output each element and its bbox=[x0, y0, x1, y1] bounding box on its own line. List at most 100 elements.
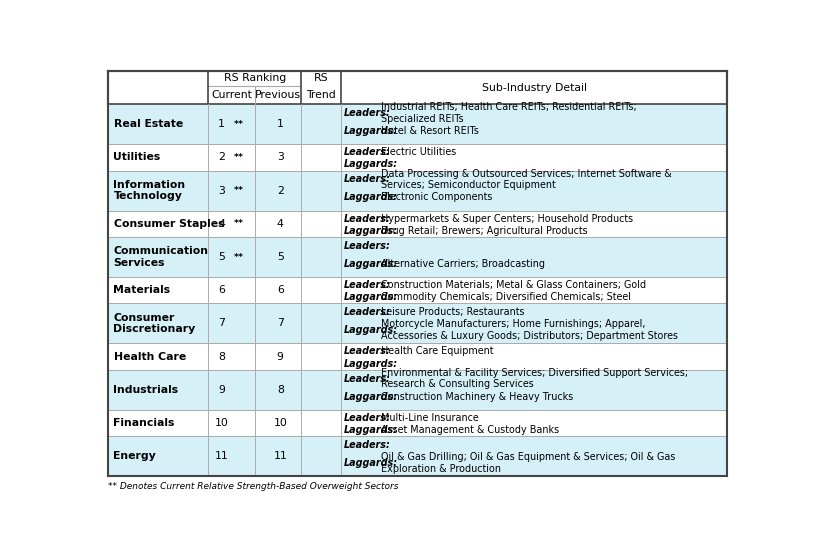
Bar bbox=[209, 410, 255, 437]
Text: Commodity Chemicals; Diversified Chemicals; Steel: Commodity Chemicals; Diversified Chemica… bbox=[381, 292, 632, 302]
Bar bbox=[255, 211, 302, 237]
Text: Hypermarkets & Super Centers; Household Products: Hypermarkets & Super Centers; Household … bbox=[381, 213, 633, 223]
Bar bbox=[209, 343, 255, 370]
Text: Construction Machinery & Heavy Trucks: Construction Machinery & Heavy Trucks bbox=[381, 392, 574, 402]
Text: 5: 5 bbox=[277, 252, 284, 262]
Text: 10: 10 bbox=[214, 418, 228, 428]
Bar bbox=[255, 71, 302, 104]
Bar bbox=[255, 171, 302, 211]
Bar bbox=[209, 370, 255, 410]
Text: Laggards:: Laggards: bbox=[343, 259, 398, 269]
Text: Drug Retail; Brewers; Agricultural Products: Drug Retail; Brewers; Agricultural Produ… bbox=[381, 225, 588, 235]
Text: Leisure Products; Restaurants: Leisure Products; Restaurants bbox=[381, 307, 525, 317]
Text: 8: 8 bbox=[218, 352, 225, 362]
Bar bbox=[341, 410, 727, 437]
Text: Consumer
Discretionary: Consumer Discretionary bbox=[113, 312, 196, 334]
Text: 6: 6 bbox=[277, 285, 284, 295]
Text: 3: 3 bbox=[218, 186, 225, 196]
Bar bbox=[209, 104, 255, 144]
Bar bbox=[209, 144, 255, 171]
Text: Information
Technology: Information Technology bbox=[113, 180, 186, 202]
Bar bbox=[302, 437, 341, 476]
Text: Laggards:: Laggards: bbox=[343, 425, 398, 435]
Text: Laggards:: Laggards: bbox=[343, 358, 398, 368]
Text: Leaders:: Leaders: bbox=[343, 346, 390, 356]
Bar bbox=[341, 211, 727, 237]
Bar bbox=[341, 277, 727, 304]
Text: Materials: Materials bbox=[113, 285, 170, 295]
Bar bbox=[108, 104, 209, 144]
Bar bbox=[209, 71, 255, 104]
Text: Laggards:: Laggards: bbox=[343, 160, 398, 170]
Bar bbox=[108, 71, 209, 104]
Text: Leaders:: Leaders: bbox=[343, 373, 390, 384]
Bar bbox=[341, 437, 727, 476]
Text: **: ** bbox=[234, 253, 244, 261]
Text: 5: 5 bbox=[218, 252, 225, 262]
Text: 2: 2 bbox=[277, 186, 284, 196]
Text: Laggards:: Laggards: bbox=[343, 325, 398, 335]
Bar bbox=[341, 171, 727, 211]
Bar bbox=[341, 71, 727, 104]
Text: RS Ranking: RS Ranking bbox=[223, 73, 286, 84]
Bar bbox=[302, 144, 341, 171]
Text: ** Denotes Current Relative Strength-Based Overweight Sectors: ** Denotes Current Relative Strength-Bas… bbox=[108, 483, 399, 491]
Bar bbox=[255, 237, 302, 277]
Text: Industrials: Industrials bbox=[113, 385, 178, 395]
Text: Previous: Previous bbox=[255, 90, 301, 100]
Text: 11: 11 bbox=[273, 451, 287, 461]
Text: Construction Materials; Metal & Glass Containers; Gold: Construction Materials; Metal & Glass Co… bbox=[381, 280, 646, 290]
Bar bbox=[209, 304, 255, 343]
Text: Leaders:: Leaders: bbox=[343, 108, 390, 118]
Text: Health Care: Health Care bbox=[113, 352, 186, 362]
Bar bbox=[255, 277, 302, 304]
Bar bbox=[108, 370, 209, 410]
Bar bbox=[302, 277, 341, 304]
Bar bbox=[302, 370, 341, 410]
Bar bbox=[341, 237, 727, 277]
Text: Laggards:: Laggards: bbox=[343, 126, 398, 136]
Text: Utilities: Utilities bbox=[113, 152, 161, 162]
Text: Motorcycle Manufacturers; Home Furnishings; Apparel,
Accessories & Luxury Goods;: Motorcycle Manufacturers; Home Furnishin… bbox=[381, 319, 678, 341]
Text: Oil & Gas Drilling; Oil & Gas Equipment & Services; Oil & Gas
Exploration & Prod: Oil & Gas Drilling; Oil & Gas Equipment … bbox=[381, 452, 676, 474]
Bar bbox=[255, 144, 302, 171]
Text: Real Estate: Real Estate bbox=[113, 119, 183, 129]
Text: 4: 4 bbox=[218, 219, 225, 229]
Text: **: ** bbox=[234, 219, 244, 228]
Bar bbox=[302, 343, 341, 370]
Bar bbox=[209, 171, 255, 211]
Text: Current: Current bbox=[211, 90, 252, 100]
Bar bbox=[108, 410, 209, 437]
Text: **: ** bbox=[234, 186, 244, 195]
Text: Financials: Financials bbox=[113, 418, 175, 428]
Text: Leaders:: Leaders: bbox=[343, 280, 390, 290]
Bar bbox=[108, 437, 209, 476]
Text: Health Care Equipment: Health Care Equipment bbox=[381, 346, 494, 356]
Text: Electronic Components: Electronic Components bbox=[381, 192, 493, 202]
Bar bbox=[255, 104, 302, 144]
Text: 3: 3 bbox=[277, 152, 284, 162]
Bar bbox=[255, 370, 302, 410]
Text: Leaders:: Leaders: bbox=[343, 440, 390, 450]
Text: Laggards:: Laggards: bbox=[343, 225, 398, 235]
Bar bbox=[209, 277, 255, 304]
Bar bbox=[302, 304, 341, 343]
Text: Laggards:: Laggards: bbox=[343, 192, 398, 202]
Text: Leaders:: Leaders: bbox=[343, 241, 390, 251]
Text: 9: 9 bbox=[218, 385, 225, 395]
Text: Laggards:: Laggards: bbox=[343, 458, 398, 468]
Bar bbox=[209, 437, 255, 476]
Bar bbox=[302, 71, 341, 104]
Text: Hotel & Resort REITs: Hotel & Resort REITs bbox=[381, 126, 479, 136]
Bar bbox=[302, 211, 341, 237]
Text: 10: 10 bbox=[273, 418, 287, 428]
Text: 6: 6 bbox=[218, 285, 225, 295]
Text: **: ** bbox=[234, 120, 244, 129]
Bar bbox=[302, 104, 341, 144]
Bar bbox=[108, 304, 209, 343]
Bar bbox=[108, 171, 209, 211]
Bar bbox=[209, 211, 255, 237]
Text: Laggards:: Laggards: bbox=[343, 292, 398, 302]
Text: 7: 7 bbox=[218, 319, 225, 329]
Text: **: ** bbox=[234, 153, 244, 162]
